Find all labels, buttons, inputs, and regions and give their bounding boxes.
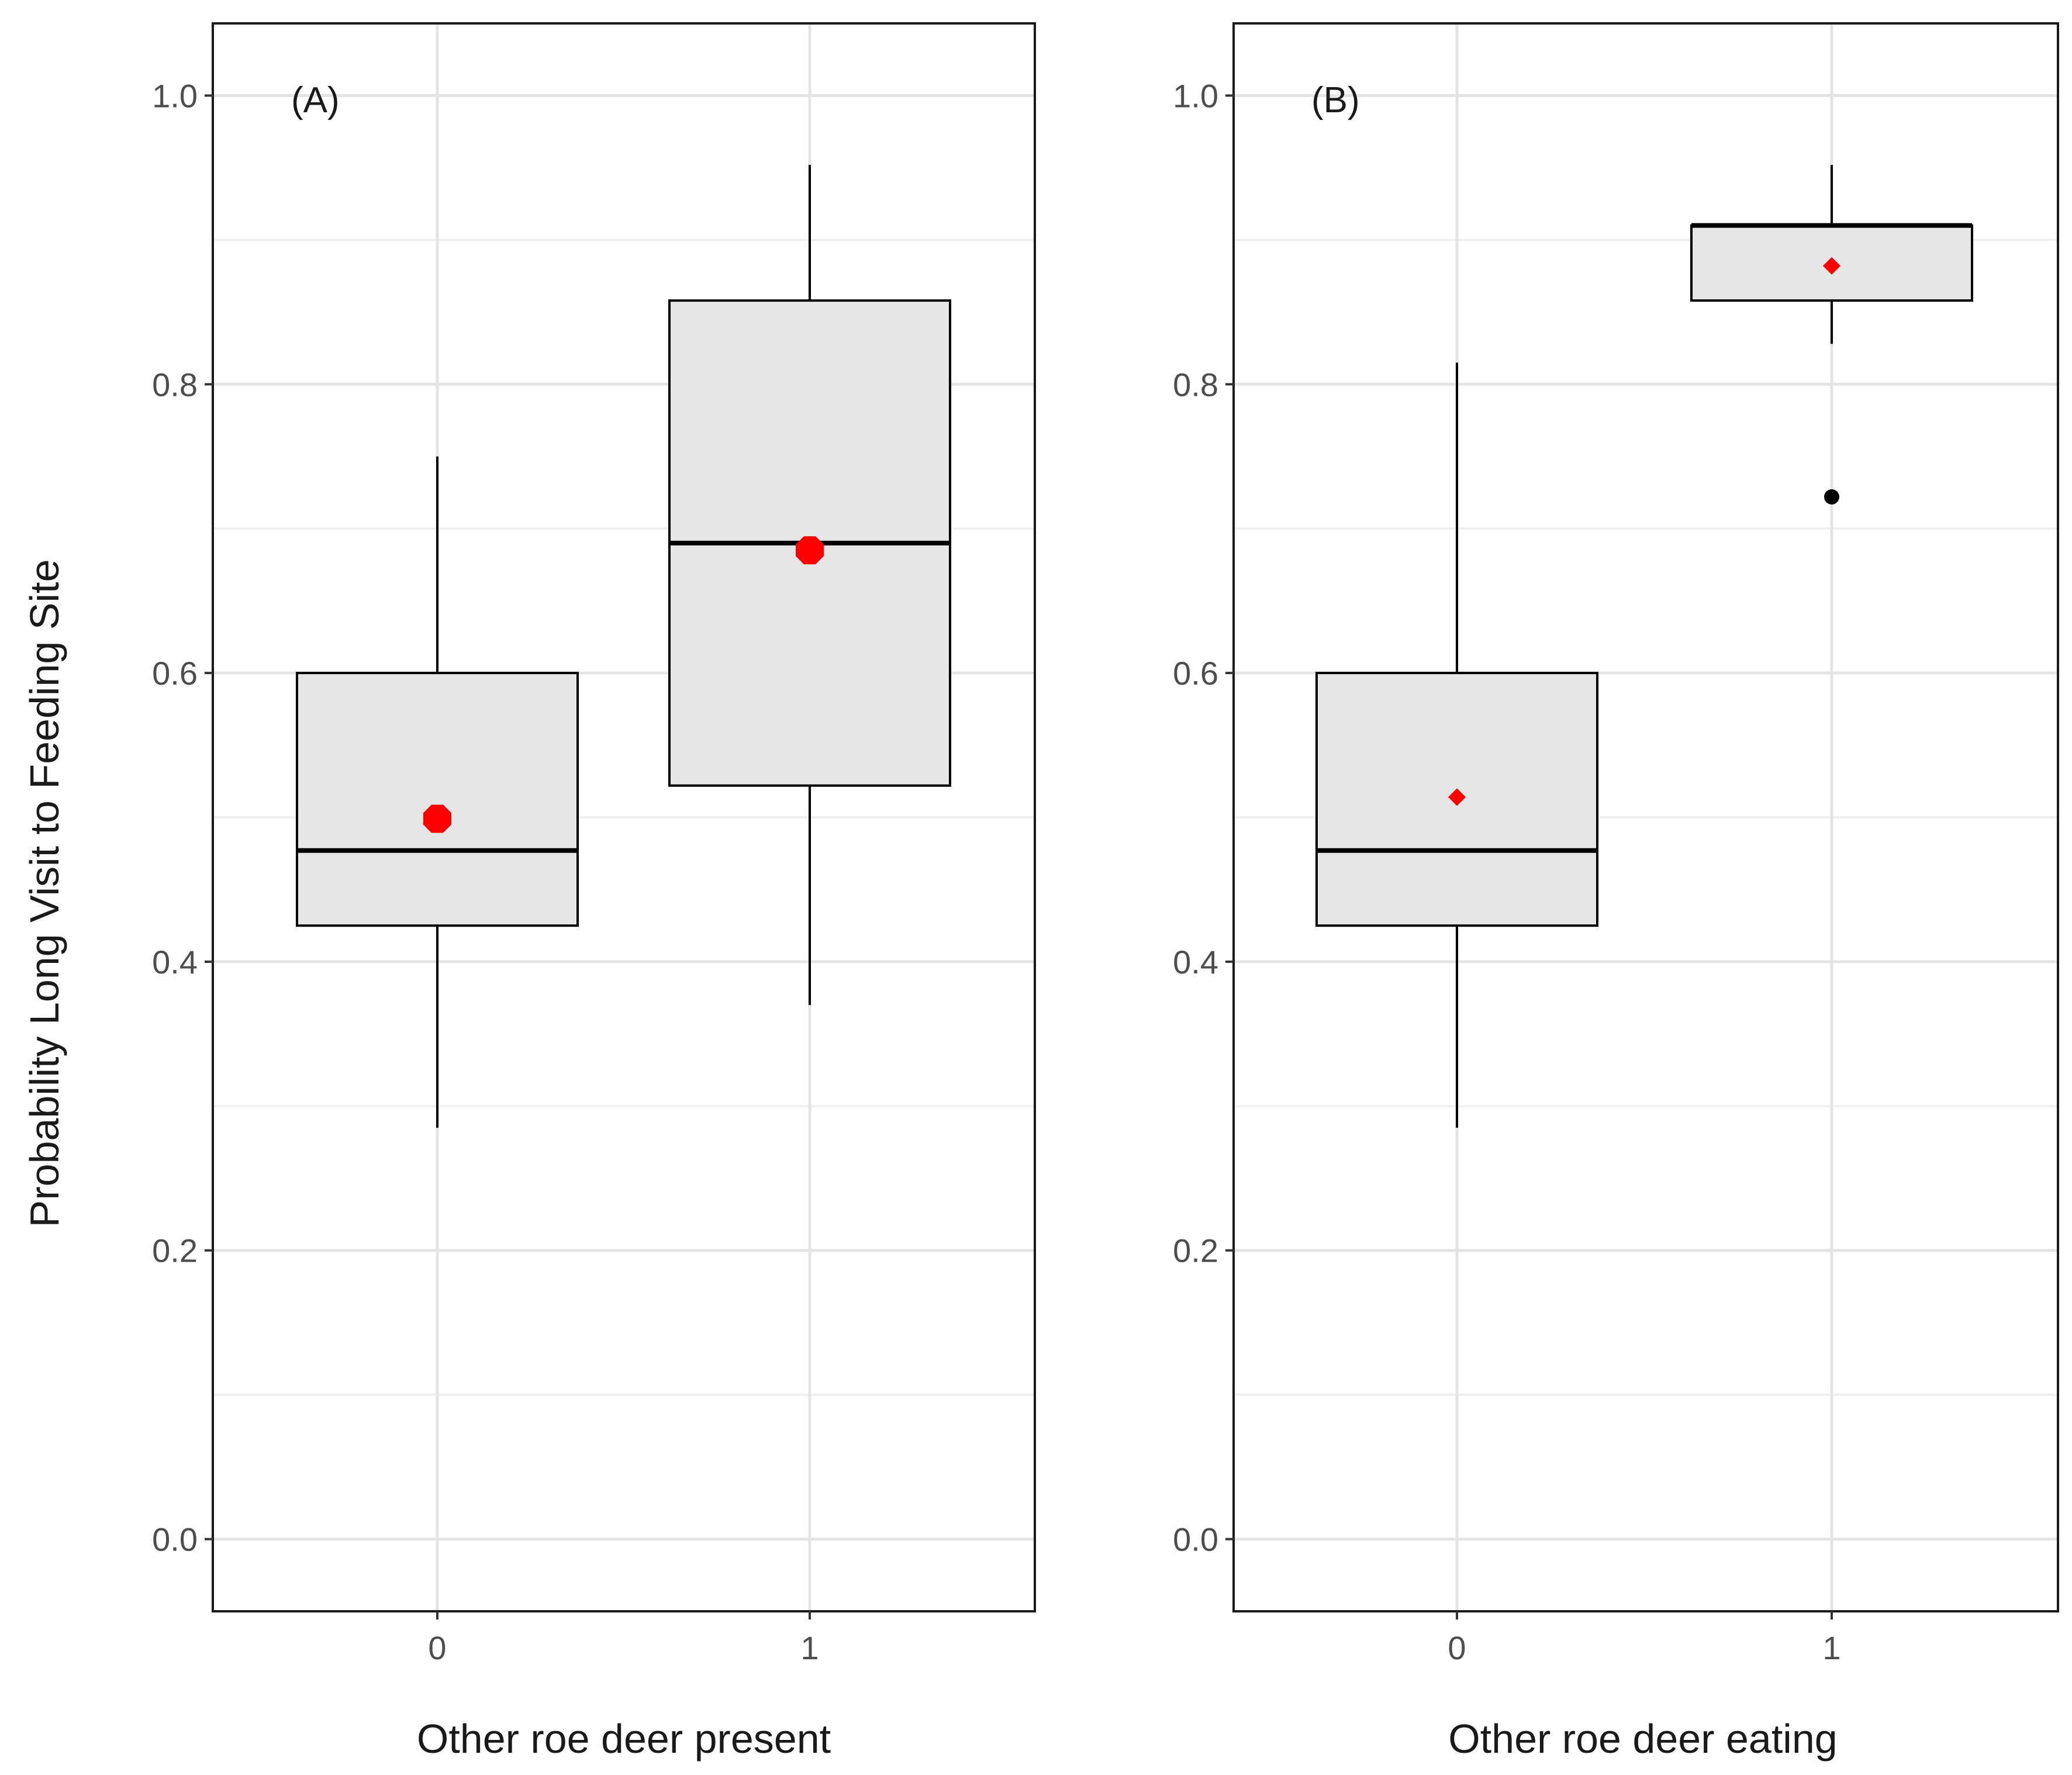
panel-b-y-tick-label: 0.2 [1173, 1232, 1218, 1269]
panel-b: 0.0 0.2 0.4 0.6 0.8 1.0 0 1 (B) Other roe deer ea… [1173, 22, 2059, 1762]
panel-b-border [1232, 22, 2059, 1612]
panel-b-x-axis-title: Other roe deer eating [1448, 1716, 1837, 1762]
panel-b-mean-marker-1 [1823, 257, 1840, 275]
panel-a-border [212, 22, 1036, 1612]
panel-b-y-tick-label: 1.0 [1173, 77, 1218, 114]
panel-b-y-tick-label: 0.0 [1173, 1521, 1218, 1558]
panel-b-y-tick-label: 0.8 [1173, 366, 1218, 403]
panel-a: 0.0 0.2 0.4 0.6 0.8 1.0 0 1 (A) Other roe deer pr… [152, 22, 1036, 1762]
panel-b-label: (B) [1311, 80, 1360, 120]
panel-a-y-tick-label: 1.0 [152, 77, 198, 114]
panel-a-y-tick-label: 0.6 [152, 655, 198, 692]
panel-a-x-tick-label: 1 [800, 1629, 819, 1666]
panel-b-x-tick-label: 1 [1822, 1629, 1840, 1666]
y-axis-title: Probability Long Visit to Feeding Site [22, 560, 67, 1228]
panel-a-mean-marker-0 [423, 804, 451, 833]
panel-a-y-tick-label: 0.2 [152, 1232, 198, 1269]
panel-b-y-tick-label: 0.6 [1173, 655, 1218, 692]
panel-a-mean-marker-1 [796, 536, 824, 565]
panel-a-y-tick-label: 0.8 [152, 366, 198, 403]
panel-b-outlier-1 [1824, 489, 1839, 505]
panel-a-box-0 [296, 672, 579, 927]
panel-a-y-tick-label: 0.0 [152, 1521, 198, 1558]
panel-b-x-tick-label: 0 [1448, 1629, 1466, 1666]
panel-b-mean-marker-0 [1448, 788, 1466, 806]
panel-a-x-tick-label: 0 [428, 1629, 446, 1666]
panel-a-label: (A) [291, 80, 340, 120]
panel-a-y-tick-label: 0.4 [152, 944, 198, 980]
panel-b-y-tick-label: 0.4 [1173, 944, 1218, 980]
panel-a-x-axis-title: Other roe deer present [417, 1716, 831, 1762]
